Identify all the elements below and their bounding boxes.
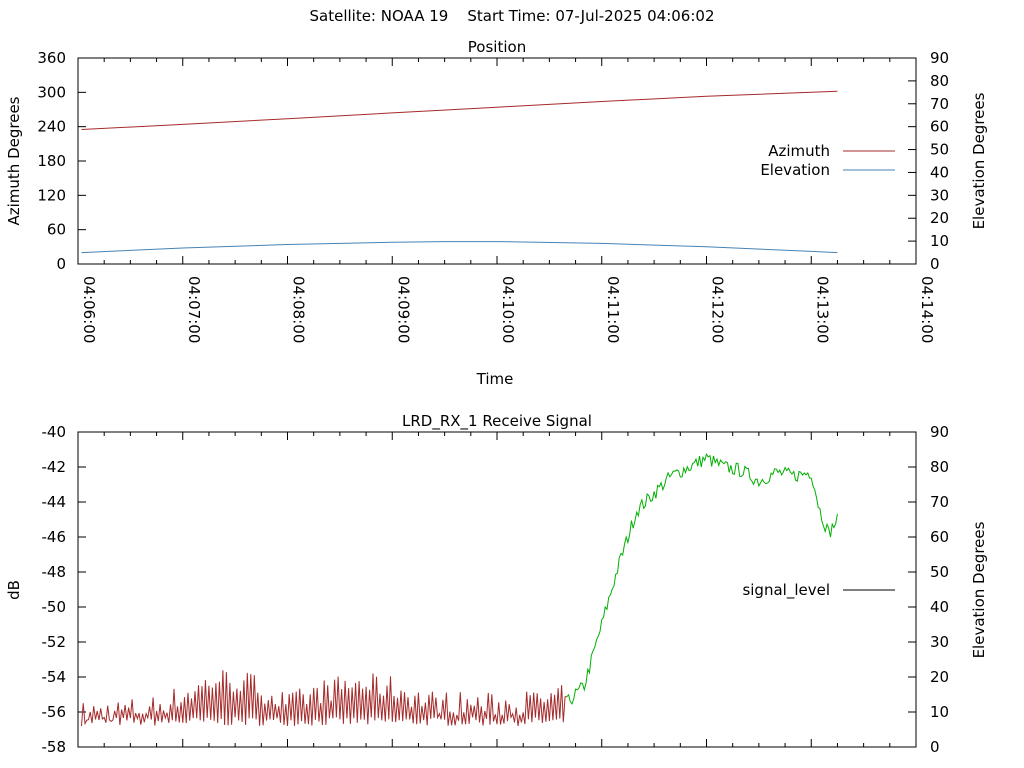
y-tick-label: 0 (56, 255, 66, 273)
signal-y-axis-label: dB (5, 580, 23, 600)
y2-tick-label: 90 (930, 423, 949, 441)
position-legend: Azimuth Elevation (760, 142, 895, 179)
y2-tick-label: 20 (930, 668, 949, 686)
x-tick-label: 04:08:00 (290, 276, 308, 343)
position-chart: Position 0 60 120 180 240 300 360 0 10 20 30 40 50 60… (5, 38, 988, 388)
y2-tick-label: 70 (930, 95, 949, 113)
y2-tick-label: 50 (930, 563, 949, 581)
x-tick-label: 04:12:00 (709, 276, 727, 343)
y-tick-label: 240 (37, 118, 66, 136)
y2-tick-label: 50 (930, 141, 949, 159)
y-tick-label: -54 (42, 668, 67, 686)
y2-tick-label: 40 (930, 598, 949, 616)
position-chart-title: Position (468, 38, 526, 56)
y2-tick-label: 0 (930, 738, 940, 756)
y2-tick-label: 0 (930, 255, 940, 273)
x-tick-label: 04:10:00 (499, 276, 517, 343)
y-tick-label: -46 (42, 528, 67, 546)
y-tick-label: -44 (42, 493, 67, 511)
signal-series (81, 452, 838, 727)
x-tick-label: 04:11:00 (604, 276, 622, 343)
x-tick-label: 04:06:00 (80, 276, 98, 343)
y-tick-label: -52 (42, 633, 67, 651)
y-tick-label: -42 (42, 458, 67, 476)
y2-tick-label: 80 (930, 458, 949, 476)
x-tick-label: 04:09:00 (394, 276, 412, 343)
y2-tick-label: 90 (930, 49, 949, 67)
series-line-azimuth (81, 90, 838, 130)
y-tick-label: 180 (37, 152, 66, 170)
signal-axes: -58 -56 -54 -52 -50 -48 -46 -44 -42 -40 0 10 20 30 40 5… (42, 423, 950, 756)
signal-line-low-segment (81, 670, 567, 727)
y2-tick-label: 60 (930, 528, 949, 546)
legend-label-elevation: Elevation (760, 161, 830, 179)
signal-legend: signal_level (742, 581, 895, 600)
position-x-axis-label: Time (476, 370, 514, 388)
y2-tick-label: 10 (930, 703, 949, 721)
signal-line-high-segment (566, 452, 838, 705)
signal-chart: LRD_RX_1 Receive Signal -58-56-54-52-50-… (5, 412, 988, 756)
legend-label-azimuth: Azimuth (768, 142, 830, 160)
signal-chart-title: LRD_RX_1 Receive Signal (402, 412, 592, 431)
y2-tick-label: 30 (930, 633, 949, 651)
position-series (81, 90, 838, 254)
y2-tick-label: 60 (930, 118, 949, 136)
x-tick-label: 04:14:00 (918, 276, 936, 343)
y-tick-label: 120 (37, 186, 66, 204)
y2-tick-label: 20 (930, 209, 949, 227)
signal-y2-axis-label: Elevation Degrees (970, 521, 988, 658)
x-tick-label: 04:07:00 (185, 276, 203, 343)
y2-tick-label: 80 (930, 72, 949, 90)
series-line-elevation (81, 241, 838, 254)
y2-tick-label: 10 (930, 232, 949, 250)
position-y2-axis-label: Elevation Degrees (970, 92, 988, 229)
y-tick-label: 300 (37, 83, 66, 101)
position-y-axis-label: Azimuth Degrees (5, 96, 23, 225)
y-tick-label: -50 (42, 598, 67, 616)
x-tick-label: 04:13:00 (813, 276, 831, 343)
y2-tick-label: 40 (930, 163, 949, 181)
y-tick-label: -40 (42, 423, 67, 441)
y-tick-label: -48 (42, 563, 67, 581)
position-axes: 0 60 120 180 240 300 360 0 10 20 30 40 50 60 70 80 90 04:… (37, 49, 949, 343)
y2-tick-label: 30 (930, 186, 949, 204)
page-title: Satellite: NOAA 19 Start Time: 07-Jul-20… (309, 7, 715, 25)
y-tick-label: -58 (42, 738, 67, 756)
y2-tick-label: 70 (930, 493, 949, 511)
legend-label-signal-level: signal_level (742, 581, 830, 600)
y-tick-label: -56 (42, 703, 67, 721)
y-tick-label: 360 (37, 49, 66, 67)
y-tick-label: 60 (47, 221, 66, 239)
